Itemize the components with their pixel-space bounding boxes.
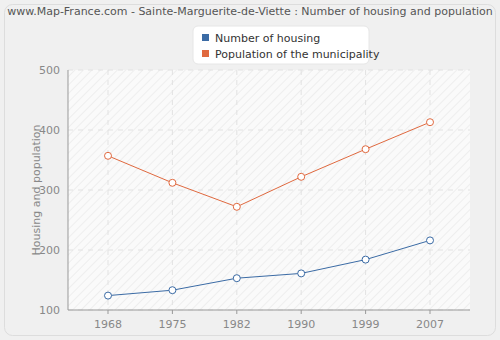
x-tick-label: 1968: [94, 318, 122, 331]
grid-line-x: [365, 70, 366, 310]
x-tick-label: 2007: [416, 318, 444, 331]
series-point: [427, 237, 434, 244]
title: www.Map-France.com - Sainte-Marguerite-d…: [7, 5, 493, 18]
x-tick: [172, 310, 173, 314]
chart-root: www.Map-France.com - Sainte-Marguerite-d…: [0, 0, 500, 340]
legend-swatch: [202, 50, 209, 57]
series-point: [298, 270, 305, 277]
x-tick: [430, 310, 431, 314]
series-point: [169, 179, 176, 186]
panel: [5, 5, 496, 336]
x-tick-label: 1999: [352, 318, 380, 331]
y-axis-label: Housing and population: [30, 125, 43, 256]
grid-line-x: [172, 70, 173, 310]
series-line: [108, 122, 430, 207]
series-point: [298, 173, 305, 180]
grid-line-y: [68, 250, 470, 251]
legend-label: Number of housing: [215, 32, 320, 45]
series-point: [169, 287, 176, 294]
series-group: [105, 119, 434, 299]
series-point: [362, 146, 369, 153]
x-axis: [68, 310, 470, 311]
legend-label: Population of the municipality: [215, 48, 380, 61]
y-axis: [68, 70, 69, 310]
series-point: [427, 119, 434, 126]
grid-line-x: [430, 70, 431, 310]
y-tick-label: 100: [39, 304, 60, 317]
x-tick-label: 1975: [158, 318, 186, 331]
grid-line-y: [68, 190, 470, 191]
y-tick-label: 500: [39, 64, 60, 77]
series-point: [105, 292, 112, 299]
x-tick: [365, 310, 366, 314]
series-point: [362, 256, 369, 263]
chart: www.Map-France.com - Sainte-Marguerite-d…: [0, 0, 500, 340]
grid-line-x: [108, 70, 109, 310]
legend-swatch: [202, 34, 209, 41]
x-tick-label: 1982: [223, 318, 251, 331]
series-point: [233, 203, 240, 210]
grid-line-x: [236, 70, 237, 310]
series-point: [105, 152, 112, 159]
x-tick: [236, 310, 237, 314]
grid-line-y: [68, 310, 470, 311]
x-tick-label: 1990: [287, 318, 315, 331]
x-tick: [301, 310, 302, 314]
plot-area: [68, 70, 470, 310]
series-line: [108, 240, 430, 295]
series-point: [233, 275, 240, 282]
grid-line-y: [68, 70, 470, 71]
x-tick: [108, 310, 109, 314]
